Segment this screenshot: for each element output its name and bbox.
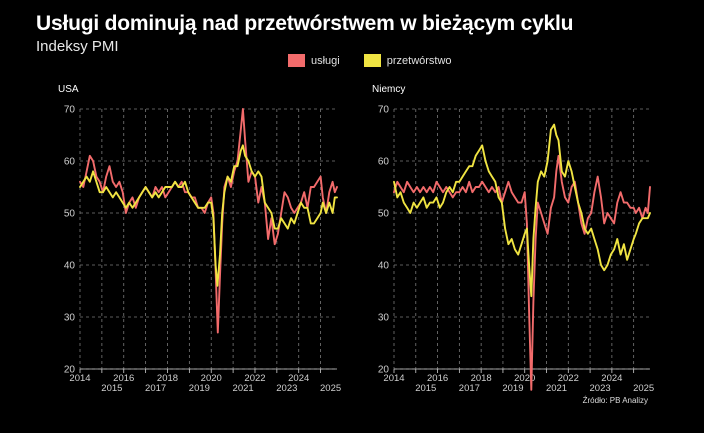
y-tick-label: 50 bbox=[378, 209, 390, 220]
series-line-uslugi-usa bbox=[79, 108, 338, 334]
x-tick-label: 2022 bbox=[558, 373, 579, 384]
y-tick-label: 60 bbox=[378, 157, 390, 168]
x-tick-label: 2019 bbox=[189, 383, 210, 394]
x-tick-label: 2015 bbox=[101, 383, 122, 394]
x-tick-label: 2024 bbox=[288, 373, 309, 384]
x-tick-label: 2014 bbox=[69, 373, 90, 384]
panel-title-usa: USA bbox=[58, 84, 79, 95]
y-tick-label: 40 bbox=[64, 261, 76, 272]
x-tick-label: 2025 bbox=[320, 383, 341, 394]
panel-usa: USA2030405060702014201520162017201820192… bbox=[58, 84, 341, 394]
x-tick-label: 2018 bbox=[157, 373, 178, 384]
y-tick-label: 30 bbox=[64, 313, 76, 324]
panel-title-niemcy: Niemcy bbox=[372, 84, 405, 95]
chart-subtitle: Indeksy PMI bbox=[36, 38, 119, 55]
legend-item-services: usługi bbox=[288, 54, 340, 67]
x-tick-label: 2023 bbox=[276, 383, 297, 394]
x-tick-label: 2025 bbox=[633, 383, 654, 394]
y-tick-label: 50 bbox=[64, 209, 76, 220]
x-tick-label: 2018 bbox=[471, 373, 492, 384]
legend: usługi przetwórstwo bbox=[288, 54, 476, 67]
y-tick-label: 60 bbox=[64, 157, 76, 168]
chart-title: Usługi dominują nad przetwórstwem w bież… bbox=[36, 12, 574, 35]
legend-swatch-manufacturing bbox=[363, 54, 381, 67]
x-tick-label: 2023 bbox=[590, 383, 611, 394]
legend-item-manufacturing: przetwórstwo bbox=[363, 54, 452, 67]
source-note: Źródło: PB Analizy bbox=[582, 396, 648, 405]
x-tick-label: 2015 bbox=[415, 383, 436, 394]
x-tick-label: 2017 bbox=[459, 383, 480, 394]
x-tick-label: 2020 bbox=[514, 373, 535, 384]
legend-swatch-services bbox=[288, 54, 305, 67]
series-line-przetworstwo-niemcy bbox=[393, 123, 651, 298]
x-tick-label: 2022 bbox=[244, 373, 265, 384]
y-tick-label: 70 bbox=[64, 105, 76, 116]
y-tick-label: 70 bbox=[378, 105, 390, 116]
x-tick-label: 2016 bbox=[113, 373, 134, 384]
x-tick-label: 2014 bbox=[383, 373, 404, 384]
x-tick-label: 2024 bbox=[601, 373, 622, 384]
x-tick-label: 2020 bbox=[201, 373, 222, 384]
x-tick-label: 2016 bbox=[427, 373, 448, 384]
x-tick-label: 2017 bbox=[145, 383, 166, 394]
series-line-przetworstwo-usa bbox=[79, 144, 338, 287]
x-tick-label: 2021 bbox=[546, 383, 567, 394]
y-tick-label: 40 bbox=[378, 261, 390, 272]
x-tick-label: 2019 bbox=[502, 383, 523, 394]
legend-label-services: usługi bbox=[311, 54, 340, 67]
x-tick-label: 2021 bbox=[233, 383, 254, 394]
y-tick-label: 20 bbox=[378, 365, 390, 376]
y-tick-label: 30 bbox=[378, 313, 390, 324]
legend-label-manufacturing: przetwórstwo bbox=[386, 54, 452, 67]
series-line-uslugi-niemcy bbox=[393, 154, 651, 391]
y-tick-label: 20 bbox=[64, 365, 76, 376]
